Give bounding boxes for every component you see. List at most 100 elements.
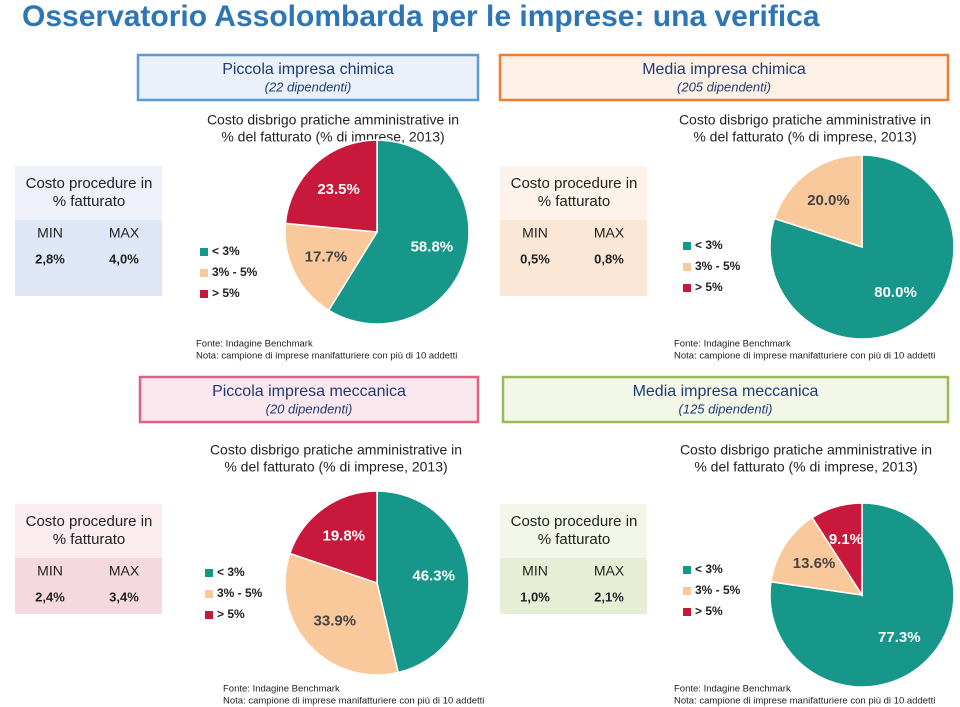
legend-label: 3% - 5% (212, 265, 258, 279)
chart-title: Costo disbrigo pratiche amministrative i… (207, 112, 459, 128)
source: Fonte: Indagine Benchmark (674, 684, 791, 695)
legend-swatch (683, 242, 691, 250)
legend-label: 3% - 5% (695, 583, 741, 597)
chart-title: Costo disbrigo pratiche amministrative i… (679, 112, 931, 128)
table-value: 2,4% (35, 589, 65, 604)
table-heading: Costo procedure in (511, 513, 638, 530)
table-column: MAX (594, 563, 625, 579)
data-label: 17.7% (305, 248, 348, 265)
pie-slice (327, 139, 470, 325)
legend-label: < 3% (695, 238, 723, 252)
table-value: 0,5% (520, 251, 550, 266)
panel-header (136, 53, 480, 102)
pie-slice (376, 490, 470, 674)
table-column: MIN (522, 225, 548, 241)
note: Nota: campione di imprese manifatturiere… (196, 351, 457, 362)
table-heading: Costo procedure in (511, 175, 638, 192)
legend-label: 3% - 5% (217, 586, 263, 600)
table-column: MAX (109, 563, 140, 579)
legend-label: > 5% (695, 280, 723, 294)
chart-title: % del fatturato (% di imprese, 2013) (224, 459, 447, 475)
data-label: 58.8% (411, 239, 454, 256)
table-heading: Costo procedure in (26, 175, 153, 192)
chart-title: Costo disbrigo pratiche amministrative i… (680, 442, 932, 458)
pie-slice (288, 490, 378, 585)
data-label: 80.0% (874, 284, 917, 301)
data-label: 20.0% (807, 192, 850, 209)
pie-slice (284, 222, 379, 312)
panel-employees: (125 dipendenti) (679, 401, 773, 416)
table-heading: Costo procedure in (26, 513, 153, 530)
range-table-row (500, 220, 647, 296)
data-label: 13.6% (793, 555, 836, 572)
pie-slice (284, 139, 378, 233)
note: Nota: campione di imprese manifatturiere… (674, 351, 935, 362)
note: Nota: campione di imprese manifatturiere… (223, 696, 484, 707)
table-column: MAX (109, 225, 140, 241)
data-label: 9.1% (829, 531, 863, 548)
range-table-row (15, 220, 162, 296)
table-heading: % fatturato (53, 531, 126, 548)
table-column: MIN (37, 225, 63, 241)
legend-swatch (683, 263, 691, 271)
legend-label: 3% - 5% (695, 259, 741, 273)
pie-slice (811, 502, 863, 598)
source: Fonte: Indagine Benchmark (223, 684, 340, 695)
chart-title: % del fatturato (% di imprese, 2013) (693, 129, 916, 145)
table-heading: % fatturato (538, 193, 611, 210)
table-value: 3,4% (109, 589, 139, 604)
table-heading: % fatturato (538, 531, 611, 548)
legend-label: < 3% (212, 244, 240, 258)
table-value: 2,1% (594, 589, 624, 604)
panel-header (501, 375, 950, 424)
table-value: 0,8% (594, 251, 624, 266)
chart-title: Costo disbrigo pratiche amministrative i… (210, 442, 462, 458)
range-table-row (15, 558, 162, 614)
table-column: MIN (37, 563, 63, 579)
pie-slice (284, 552, 400, 676)
table-column: MAX (594, 225, 625, 241)
table-value: 4,0% (109, 251, 139, 266)
table-heading: % fatturato (53, 193, 126, 210)
table-value: 2,8% (35, 251, 65, 266)
table-value: 1,0% (520, 589, 550, 604)
source: Fonte: Indagine Benchmark (196, 339, 313, 350)
panel-header (498, 53, 950, 102)
data-label: 23.5% (317, 181, 360, 198)
panel-header (138, 375, 480, 424)
legend-label: < 3% (695, 562, 723, 576)
legend-swatch (205, 569, 213, 577)
panel-name: Piccola impresa meccanica (212, 383, 406, 400)
data-label: 19.8% (322, 528, 365, 545)
legend-label: < 3% (217, 565, 245, 579)
pie-slice (770, 516, 864, 596)
data-label: 33.9% (314, 612, 357, 629)
panel-employees: (20 dipendenti) (266, 401, 353, 416)
legend-swatch (683, 566, 691, 574)
legend-swatch (683, 608, 691, 616)
table-column: MIN (522, 563, 548, 579)
legend-swatch (200, 248, 208, 256)
legend-swatch (683, 284, 691, 292)
panel-employees: (205 dipendenti) (677, 79, 771, 94)
legend-swatch (205, 590, 213, 598)
chart-title: % del fatturato (% di imprese, 2013) (221, 129, 444, 145)
legend-swatch (200, 290, 208, 298)
legend-swatch (205, 611, 213, 619)
panel-employees: (22 dipendenti) (265, 79, 352, 94)
legend-label: > 5% (695, 604, 723, 618)
panel-name: Piccola impresa chimica (222, 61, 394, 78)
data-label: 46.3% (412, 567, 455, 584)
range-table-row (500, 558, 647, 614)
data-label: 77.3% (878, 629, 921, 646)
panel-name: Media impresa meccanica (633, 383, 819, 400)
legend-swatch (200, 269, 208, 277)
pie-slice (773, 154, 863, 249)
chart-title: % del fatturato (% di imprese, 2013) (694, 459, 917, 475)
source: Fonte: Indagine Benchmark (674, 339, 791, 350)
legend-swatch (683, 587, 691, 595)
note: Nota: campione di imprese manifatturiere… (674, 696, 935, 707)
slide-title: Osservatorio Assolombarda per le imprese… (22, 0, 820, 33)
panel-name: Media impresa chimica (642, 61, 806, 78)
